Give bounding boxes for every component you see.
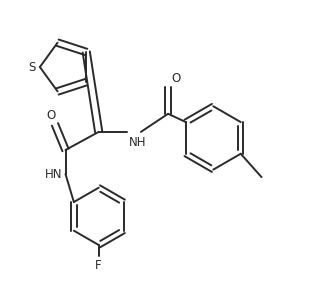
Text: F: F <box>95 259 102 272</box>
Text: S: S <box>29 61 36 74</box>
Text: O: O <box>47 109 56 122</box>
Text: O: O <box>172 72 181 85</box>
Text: HN: HN <box>45 168 63 181</box>
Text: NH: NH <box>129 136 146 149</box>
